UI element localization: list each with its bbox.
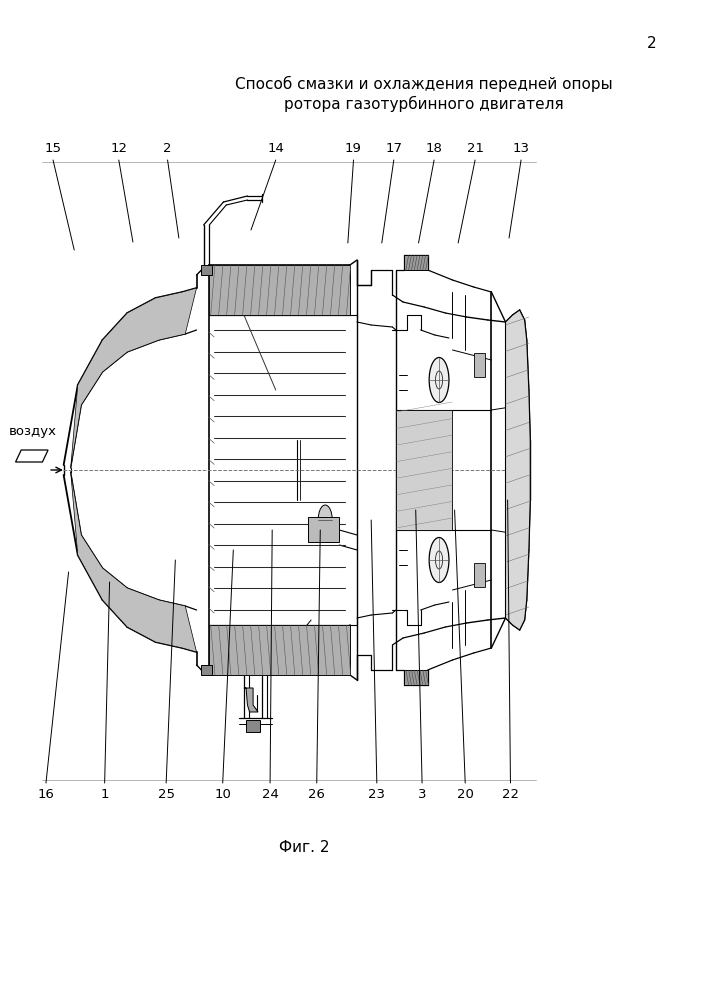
Text: 13: 13 <box>513 142 530 155</box>
Bar <box>308 517 339 542</box>
Polygon shape <box>71 288 197 468</box>
Text: 19: 19 <box>345 142 362 155</box>
Text: 15: 15 <box>45 142 62 155</box>
Text: 10: 10 <box>214 788 231 801</box>
Text: 21: 21 <box>467 142 484 155</box>
Polygon shape <box>404 255 428 270</box>
Text: 25: 25 <box>158 788 175 801</box>
Polygon shape <box>396 410 452 530</box>
Bar <box>42 160 551 790</box>
Polygon shape <box>201 665 212 675</box>
Text: Фиг. 2: Фиг. 2 <box>279 840 329 856</box>
Text: 18: 18 <box>426 142 443 155</box>
Polygon shape <box>201 265 212 275</box>
Polygon shape <box>404 670 428 685</box>
Text: 12: 12 <box>110 142 127 155</box>
Text: 24: 24 <box>262 788 279 801</box>
Polygon shape <box>71 472 197 652</box>
Text: 1: 1 <box>100 788 109 801</box>
Bar <box>209 265 350 315</box>
Polygon shape <box>16 450 48 462</box>
Text: 23: 23 <box>368 788 385 801</box>
Bar <box>209 625 350 675</box>
Text: 20: 20 <box>457 788 474 801</box>
Text: 2: 2 <box>163 142 172 155</box>
Ellipse shape <box>318 505 332 535</box>
Text: 17: 17 <box>385 142 402 155</box>
Text: воздух: воздух <box>8 425 57 438</box>
Polygon shape <box>244 688 258 712</box>
Bar <box>474 563 485 587</box>
Ellipse shape <box>429 537 449 582</box>
Text: 26: 26 <box>308 788 325 801</box>
Text: 22: 22 <box>502 788 519 801</box>
Text: ротора газотурбинного двигателя: ротора газотурбинного двигателя <box>284 96 564 112</box>
Bar <box>246 720 260 732</box>
Polygon shape <box>506 310 530 630</box>
Text: Способ смазки и охлаждения передней опоры: Способ смазки и охлаждения передней опор… <box>235 76 613 92</box>
Text: 16: 16 <box>37 788 54 801</box>
Text: 14: 14 <box>267 142 284 155</box>
Ellipse shape <box>429 358 449 402</box>
Text: 3: 3 <box>418 788 426 801</box>
Bar <box>474 353 485 377</box>
Text: 2: 2 <box>647 35 657 50</box>
